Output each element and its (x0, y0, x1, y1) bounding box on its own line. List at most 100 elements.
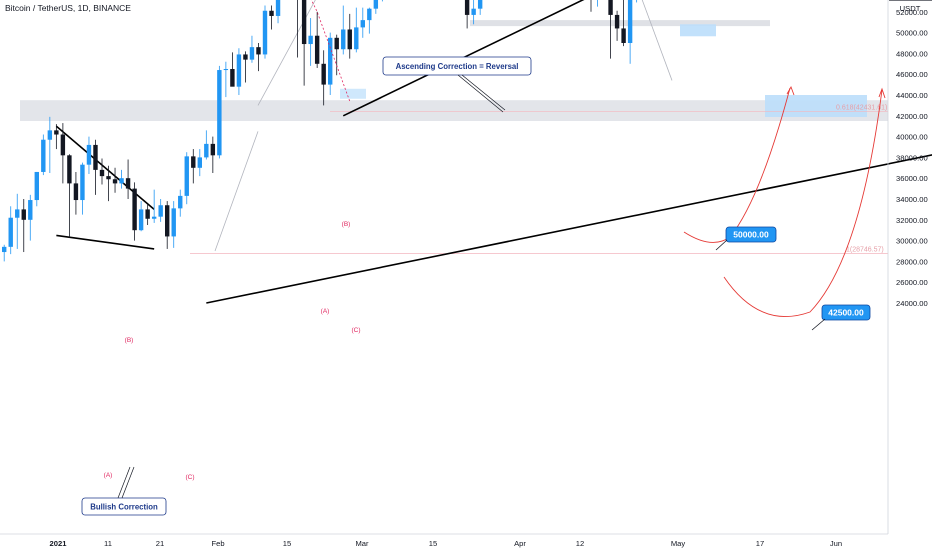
long-term-support-line (206, 154, 932, 304)
candle-body (230, 69, 235, 87)
candle-body (93, 144, 98, 170)
support-zone (20, 100, 888, 121)
target-42500-callout-box (821, 304, 871, 321)
time-tick-label: 17 (756, 539, 764, 548)
candles-layer (2, 0, 638, 262)
time-tick-label: May (671, 539, 686, 548)
candle-body (321, 63, 326, 85)
candle-body (367, 8, 372, 21)
price-tick-label: 52000.00 (896, 8, 928, 17)
candle-body (191, 156, 196, 168)
candle-body (151, 216, 157, 219)
price-tick-label: 24000.00 (896, 299, 928, 308)
price-tick-label: 28000.00 (896, 257, 928, 266)
candle-body (354, 27, 359, 50)
time-tick-label: 15 (283, 539, 291, 548)
time-tick-label: 15 (429, 539, 437, 548)
ascending-correction-callout-box (382, 56, 532, 76)
candle-body (608, 0, 613, 15)
time-tick-label: 12 (576, 539, 584, 548)
wave-a-label-2: (A) (321, 308, 330, 315)
candle-body (2, 246, 7, 253)
candle-body (8, 217, 13, 247)
candle-body (86, 144, 92, 165)
candle-body (464, 0, 470, 15)
candle-body (28, 200, 33, 220)
wave-b-label-1: (B) (125, 337, 134, 344)
candle-body (347, 29, 352, 50)
candle-body (47, 130, 53, 140)
price-tick-label: 46000.00 (896, 70, 928, 79)
candle-body (184, 156, 189, 196)
wave-a-label-1: (A) (104, 472, 113, 479)
price-tick-label: 38000.00 (896, 153, 928, 162)
bullish-callout-pointer (117, 466, 131, 499)
bullish-correction-callout-box (81, 497, 167, 516)
candle-body (308, 35, 313, 45)
price-tick-label: 48000.00 (896, 49, 928, 58)
time-tick-label: 11 (104, 539, 112, 548)
time-tick-label: Mar (355, 539, 369, 548)
candle-body (73, 183, 79, 201)
candle-body (341, 29, 346, 50)
price-tick-label: 30000.00 (896, 237, 928, 246)
candle-body (15, 209, 20, 218)
projection-path-42500 (723, 89, 883, 317)
ascending-correction-callout-text: Ascending Correction = Reversal (396, 62, 519, 71)
candle-body (54, 130, 59, 135)
time-tick-label: Apr (514, 539, 526, 548)
helper-trend-3 (641, 0, 673, 81)
price-tick-label: 36000.00 (896, 174, 928, 183)
last-price-badge (889, 0, 932, 1)
price-tick-label: 42000.00 (896, 112, 928, 121)
target-50000-callout-box (725, 226, 777, 243)
candle-body (373, 0, 379, 9)
candle-body (112, 179, 118, 184)
candle-body (106, 176, 111, 180)
candle-body (158, 205, 163, 217)
price-tick-label: 26000.00 (896, 278, 928, 287)
candle-body (21, 209, 26, 220)
lower-channel-line (342, 0, 585, 117)
price-tick-label: 50000.00 (896, 29, 928, 38)
candle-body (301, 0, 307, 45)
wave-c-label-2: (C) (351, 327, 360, 334)
trendlines-layer (55, 0, 932, 304)
candle-body (67, 155, 72, 184)
candle-body (60, 134, 66, 156)
candle-body (210, 143, 216, 156)
wedge-lower-line (56, 234, 155, 250)
price-unit-label: USDT (900, 4, 921, 13)
price-tick-label: 44000.00 (896, 91, 928, 100)
target-50000-callout-text: 50000.00 (733, 230, 769, 240)
price-tick-label: 32000.00 (896, 216, 928, 225)
fib-0618-line-label: 0.618(42431.61) (836, 104, 887, 111)
time-tick-label: 21 (156, 539, 164, 548)
candle-body (621, 28, 626, 43)
candle-body (41, 139, 46, 172)
bullish-correction-callout-text: Bullish Correction (90, 503, 158, 512)
fib-1-line-label: 1(28746.57) (846, 247, 884, 254)
candle-body (256, 47, 261, 55)
ascending-callout-pointer (457, 74, 504, 113)
target-50000-pointer (715, 239, 728, 251)
helper-trend-2 (257, 0, 316, 106)
candle-body (471, 8, 476, 15)
candle-body (614, 14, 620, 29)
candle-body (119, 178, 124, 184)
bullish-callout-pointer-2 (121, 466, 135, 499)
candle-body (334, 37, 339, 50)
candle-body (249, 47, 255, 60)
wave-b-label-2: (B) (342, 221, 351, 228)
candle-body (145, 209, 150, 219)
resistance-zone-50k (470, 20, 770, 27)
target-42500-callout-text: 42500.00 (828, 308, 864, 318)
projection-arrowhead-1 (786, 85, 795, 96)
wave-c-label-1: (C) (185, 474, 194, 481)
candle-body (165, 205, 170, 237)
target-42500-pointer (811, 318, 826, 331)
candle-body (269, 10, 274, 16)
candle-body (204, 143, 209, 158)
